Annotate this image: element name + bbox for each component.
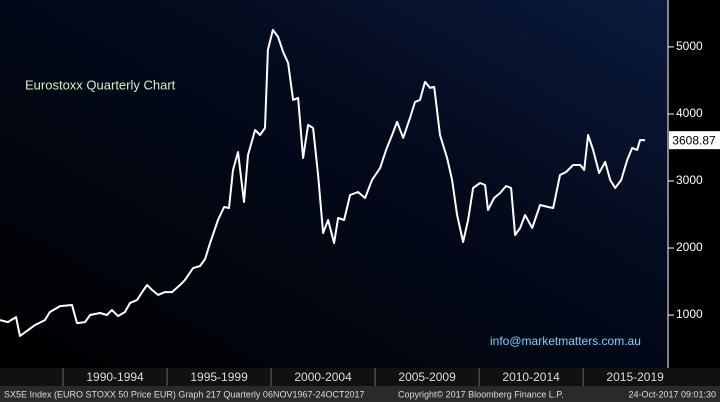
x-tick-label: 2015-2019 xyxy=(606,370,664,384)
y-axis-panel xyxy=(668,0,720,368)
footer-right: 24-Oct-2017 09:01:30 xyxy=(628,389,716,399)
x-tick-label: 2010-2014 xyxy=(502,370,560,384)
y-tick-label: 5000 xyxy=(676,39,703,53)
y-tick-label: 4000 xyxy=(676,106,703,120)
y-tick-label: 3000 xyxy=(676,173,703,187)
plot-area xyxy=(0,0,668,368)
price-line xyxy=(0,28,646,337)
annotation: info@marketmatters.com.au xyxy=(490,334,641,348)
last-value-label: 3608.87 xyxy=(672,133,716,147)
y-tick-label: 2000 xyxy=(676,240,703,254)
y-tick-label: 1000 xyxy=(676,307,703,321)
x-tick-label: 2000-2004 xyxy=(294,370,352,384)
footer-center: Copyright© 2017 Bloomberg Finance L.P. xyxy=(398,389,564,399)
last-value-box xyxy=(669,131,720,150)
footer-left: SX5E Index (EURO STOXX 50 Price EUR) Gra… xyxy=(4,389,365,399)
footer-bar xyxy=(0,386,720,402)
x-axis-panel xyxy=(0,368,720,386)
chart-title: Eurostoxx Quarterly Chart xyxy=(25,77,176,92)
x-tick-label: 1990-1994 xyxy=(86,370,144,384)
x-tick-label: 2005-2009 xyxy=(398,370,456,384)
x-tick-label: 1995-1999 xyxy=(190,370,248,384)
